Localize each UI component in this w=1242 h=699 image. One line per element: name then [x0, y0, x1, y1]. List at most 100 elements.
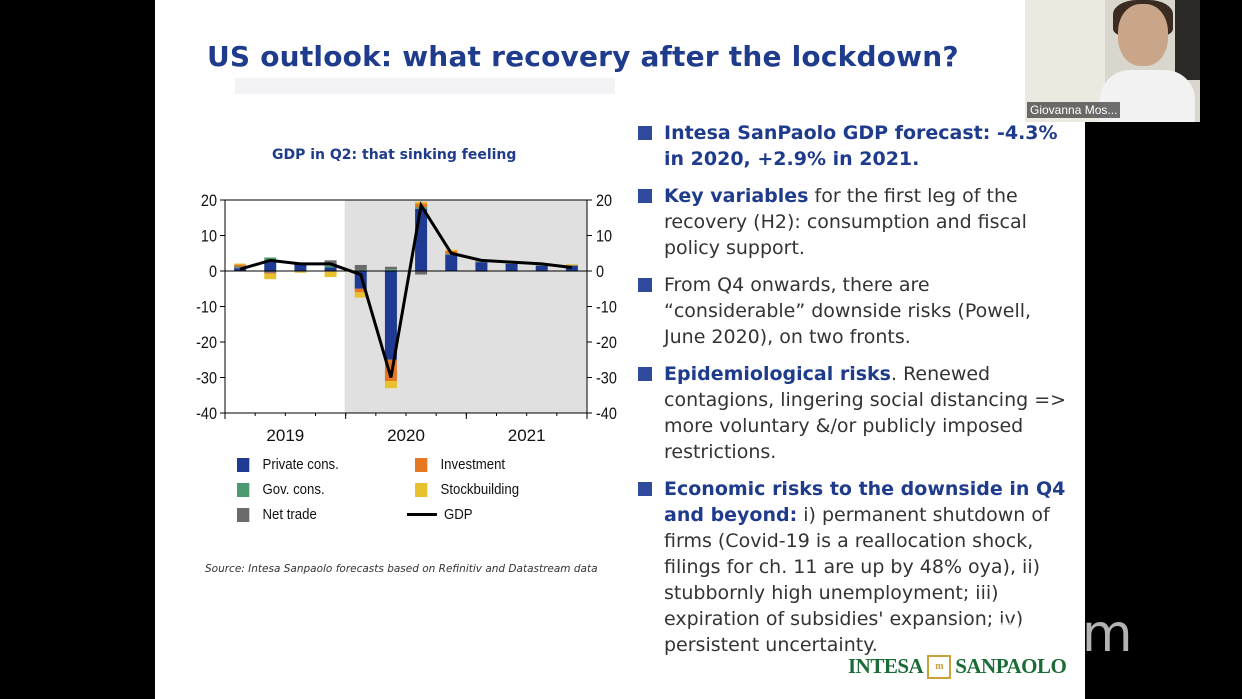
- y-tick-label-right: 10: [596, 227, 612, 245]
- legend-label-gov-cons: Gov. cons.: [262, 481, 325, 498]
- legend-label-investment: Investment: [440, 456, 506, 473]
- bar-stockbuilding: [294, 271, 307, 273]
- video-background: [1025, 0, 1105, 122]
- legend-swatch-gdp: [407, 513, 437, 516]
- bar-private_cons: [565, 265, 578, 271]
- bullet-text: From Q4 onwards, there are “considerable…: [664, 274, 1032, 348]
- bar-net_trade: [234, 266, 247, 268]
- legend-investment: Investment: [415, 456, 505, 473]
- bullet-key-variables: Key variables for the first leg of the r…: [635, 183, 1075, 261]
- logo-text-left: INTESA: [848, 654, 924, 678]
- bullet-downside-risks: From Q4 onwards, there are “considerable…: [635, 272, 1075, 350]
- y-tick-label-right: -20: [596, 334, 617, 352]
- legend-swatch-private-cons: [237, 457, 250, 472]
- bullet-list: Intesa SanPaolo GDP forecast: -4.3% in 2…: [635, 120, 1075, 669]
- bullet-text: for the first leg of the recovery (H2): …: [664, 185, 1027, 259]
- legend-swatch-net-trade: [237, 507, 250, 522]
- legend-label-stockbuilding: Stockbuilding: [440, 481, 520, 498]
- bullet-square-icon: [638, 482, 652, 496]
- bar-stockbuilding: [234, 263, 247, 265]
- gdp-line: [239, 201, 573, 378]
- bullet-epidemiological-risks: Epidemiological risks. Renewed contagion…: [635, 361, 1075, 465]
- bar-net_trade: [384, 266, 397, 270]
- bullet-bold: Intesa SanPaolo GDP forecast: -4.3% in 2…: [664, 122, 1058, 170]
- legend-gdp: GDP: [407, 506, 473, 523]
- bar-private_cons: [294, 263, 307, 271]
- chart-source-note: Source: Intesa Sanpaolo forecasts based …: [205, 563, 598, 575]
- presentation-slide: US outlook: what recovery after the lock…: [155, 0, 1085, 699]
- legend-label-net-trade: Net trade: [262, 506, 317, 523]
- y-tick-label-right: -40: [596, 405, 617, 423]
- bar-stockbuilding: [565, 264, 578, 265]
- y-tick-label-left: 20: [201, 192, 217, 210]
- bar-stockbuilding: [384, 381, 397, 389]
- bar-net_trade: [264, 271, 277, 273]
- bullet-economic-risks: Economic risks to the downside in Q4 and…: [635, 476, 1075, 658]
- bar-private_cons: [505, 263, 518, 271]
- x-year-label: 2020: [387, 426, 425, 445]
- intesa-sanpaolo-logo: INTESA m SANPAOLO: [848, 654, 1067, 679]
- y-tick-label-left: -20: [196, 334, 217, 352]
- bullet-square-icon: [638, 278, 652, 292]
- logo-mark-icon: m: [927, 654, 952, 679]
- y-tick-label-right: -30: [596, 369, 617, 387]
- x-year-label: 2019: [266, 426, 304, 445]
- bullet-square-icon: [638, 126, 652, 140]
- bullet-square-icon: [638, 189, 652, 203]
- y-tick-label-right: 0: [596, 263, 604, 281]
- bar-net_trade: [415, 271, 428, 275]
- bar-gov_cons: [324, 265, 337, 268]
- bar-stockbuilding: [324, 271, 337, 278]
- bar-gov_cons: [234, 267, 247, 269]
- bar-private_cons: [264, 260, 277, 271]
- bullet-bold: Epidemiological risks: [664, 363, 891, 385]
- slide-subtitle-ghost: [235, 78, 615, 94]
- bullet-bold: Economic risks to the downside in Q4 and…: [664, 478, 1066, 526]
- y-tick-label-left: -30: [196, 369, 217, 387]
- forecast-shade: [344, 200, 587, 413]
- bar-private_cons: [415, 208, 428, 271]
- bar-gov_cons: [354, 269, 367, 271]
- legend-private-cons: Private cons.: [237, 456, 339, 473]
- bar-investment: [234, 264, 247, 267]
- bar-gov_cons: [384, 269, 397, 271]
- bar-private_cons: [384, 271, 397, 360]
- bullet-bold: Key variables: [664, 185, 809, 207]
- participant-video-tile[interactable]: Giovanna Mos...: [1025, 0, 1200, 122]
- bar-gov_cons: [535, 265, 548, 266]
- y-tick-label-left: -10: [196, 298, 217, 316]
- bar-net_trade: [354, 264, 367, 270]
- y-tick-label-left: 0: [209, 263, 217, 281]
- bar-private_cons: [475, 262, 488, 271]
- legend-stockbuilding: Stockbuilding: [415, 481, 519, 498]
- bar-stockbuilding: [445, 249, 458, 251]
- bar-private_cons: [535, 265, 548, 271]
- y-tick-label-left: -40: [196, 405, 217, 423]
- bar-investment: [264, 272, 277, 274]
- bar-private_cons: [234, 268, 247, 271]
- bullet-text: i) permanent shutdown of firms (Covid-19…: [664, 504, 1050, 656]
- legend-net-trade: Net trade: [237, 506, 317, 523]
- bar-investment: [354, 288, 367, 293]
- bar-private_cons: [324, 267, 337, 271]
- legend-swatch-stockbuilding: [415, 482, 428, 497]
- participant-name: Giovanna Mos...: [1027, 102, 1121, 118]
- bar-stockbuilding: [354, 292, 367, 298]
- logo-text-right: SANPAOLO: [955, 654, 1067, 678]
- legend-label-private-cons: Private cons.: [262, 456, 339, 473]
- video-person-head: [1118, 4, 1168, 66]
- bullet-gdp-forecast: Intesa SanPaolo GDP forecast: -4.3% in 2…: [635, 120, 1075, 172]
- legend-swatch-gov-cons: [237, 482, 250, 497]
- y-tick-label-left: 10: [201, 227, 217, 245]
- slide-title: US outlook: what recovery after the lock…: [207, 40, 959, 73]
- video-picture-frame: [1175, 0, 1200, 80]
- y-tick-label-right: -10: [596, 298, 617, 316]
- bar-private_cons: [445, 255, 458, 271]
- bullet-square-icon: [638, 367, 652, 381]
- x-year-label: 2021: [508, 426, 546, 445]
- bar-gov_cons: [565, 265, 578, 266]
- zoom-watermark: zoom: [994, 604, 1133, 664]
- chart-title: GDP in Q2: that sinking feeling: [272, 147, 517, 163]
- bar-investment: [565, 264, 578, 266]
